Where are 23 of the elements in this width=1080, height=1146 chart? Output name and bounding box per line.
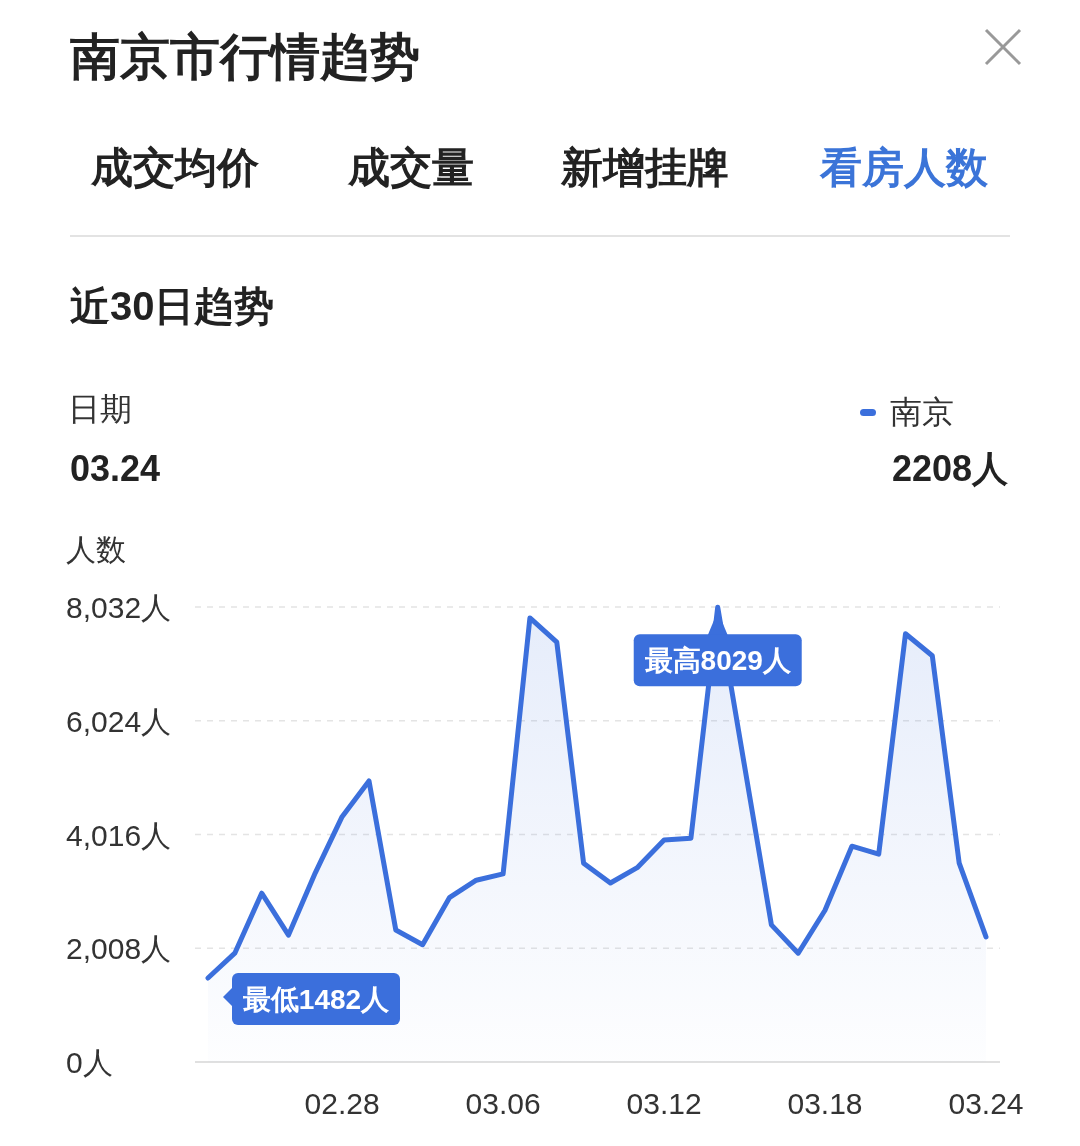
x-tick-label: 03.24	[948, 1087, 1024, 1120]
x-tick-label: 03.06	[465, 1087, 541, 1120]
y-tick-label: 8,032人	[66, 591, 172, 624]
text: 看房人数	[819, 144, 989, 191]
text: 03.24	[70, 448, 161, 489]
x-tick-label: 03.12	[626, 1087, 702, 1120]
chart-subtitle: 近30日趋势	[70, 284, 275, 328]
legend-label: 南京	[890, 394, 954, 430]
annotation: 最低1482人	[241, 984, 391, 1016]
text: 新增挂牌	[560, 144, 729, 191]
y-tick-label: 6,024人	[66, 704, 172, 738]
y-tick-label: 4,016人	[66, 818, 172, 852]
y-tick-label: 0人	[66, 1046, 113, 1079]
text: 2208人	[891, 448, 1008, 489]
x-tick-label: 02.28	[304, 1087, 380, 1120]
y-tick-label: 2,008人	[66, 932, 172, 966]
text: 成交均价	[90, 144, 260, 191]
y-axis-title: 人数	[66, 533, 126, 566]
text: 成交量	[347, 144, 474, 191]
x-tick-label: 03.18	[787, 1087, 863, 1120]
text: 日期	[68, 391, 132, 427]
chart-title: 南京市行情趋势	[70, 29, 420, 85]
annotation: 最高8029人	[643, 645, 792, 677]
